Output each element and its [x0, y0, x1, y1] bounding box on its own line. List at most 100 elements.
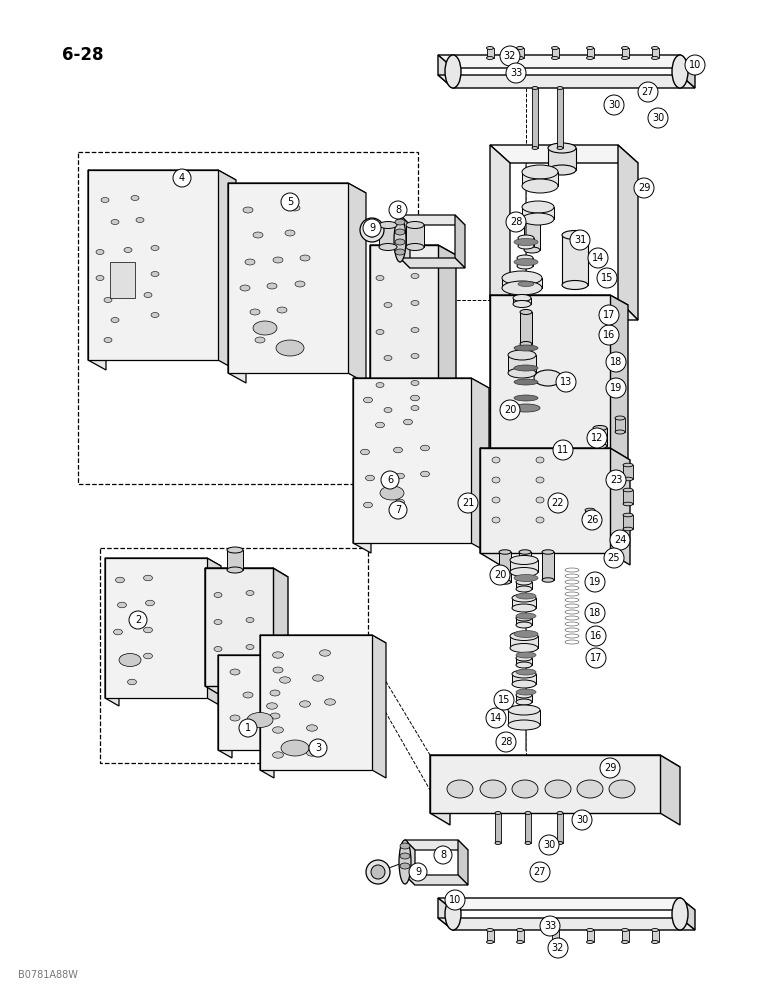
Ellipse shape	[508, 705, 540, 715]
Ellipse shape	[517, 255, 533, 261]
Text: 3: 3	[315, 743, 321, 753]
Ellipse shape	[144, 627, 153, 633]
Ellipse shape	[551, 940, 558, 944]
Polygon shape	[88, 170, 106, 370]
Ellipse shape	[116, 577, 124, 583]
Bar	[512, 674, 536, 684]
Circle shape	[600, 758, 620, 778]
Polygon shape	[438, 245, 456, 465]
Bar	[516, 930, 523, 942]
Circle shape	[173, 169, 191, 187]
Ellipse shape	[411, 406, 419, 410]
Ellipse shape	[516, 655, 532, 661]
Text: 10: 10	[449, 895, 461, 905]
Text: 6-28: 6-28	[62, 46, 103, 64]
Circle shape	[363, 219, 381, 237]
Circle shape	[486, 708, 506, 728]
Ellipse shape	[551, 928, 558, 932]
Text: 22: 22	[552, 498, 564, 508]
Ellipse shape	[652, 56, 659, 60]
Ellipse shape	[421, 471, 429, 477]
Text: 14: 14	[490, 713, 502, 723]
Ellipse shape	[273, 727, 283, 733]
Ellipse shape	[230, 669, 240, 675]
Ellipse shape	[512, 680, 536, 688]
Polygon shape	[205, 568, 288, 577]
Text: 32: 32	[552, 943, 564, 953]
Ellipse shape	[557, 87, 563, 90]
Bar	[525, 813, 531, 843]
Ellipse shape	[300, 701, 310, 707]
Text: 12: 12	[591, 433, 603, 443]
Polygon shape	[430, 755, 660, 813]
Polygon shape	[353, 378, 371, 553]
Polygon shape	[260, 635, 274, 778]
Polygon shape	[438, 55, 453, 88]
Ellipse shape	[502, 271, 542, 285]
Ellipse shape	[520, 342, 532, 347]
Circle shape	[582, 510, 602, 530]
Bar	[623, 490, 633, 504]
Ellipse shape	[512, 670, 536, 678]
Ellipse shape	[276, 340, 304, 356]
Ellipse shape	[96, 275, 104, 280]
Ellipse shape	[587, 928, 594, 932]
Ellipse shape	[246, 590, 254, 595]
Ellipse shape	[492, 497, 500, 503]
Bar	[516, 48, 523, 58]
Polygon shape	[400, 215, 410, 268]
Polygon shape	[618, 145, 638, 320]
Text: 27: 27	[533, 867, 547, 877]
Polygon shape	[218, 655, 232, 758]
Text: 24: 24	[614, 535, 626, 545]
Circle shape	[548, 938, 568, 958]
Bar	[551, 930, 558, 942]
Ellipse shape	[324, 699, 336, 705]
Ellipse shape	[652, 940, 659, 944]
Text: 4: 4	[179, 173, 185, 183]
Ellipse shape	[145, 600, 154, 606]
Polygon shape	[490, 295, 610, 525]
Polygon shape	[610, 448, 630, 565]
Ellipse shape	[652, 928, 659, 932]
Polygon shape	[260, 635, 372, 770]
Polygon shape	[400, 258, 465, 268]
Polygon shape	[490, 145, 510, 320]
Circle shape	[309, 739, 327, 757]
Ellipse shape	[214, 619, 222, 624]
Ellipse shape	[562, 280, 588, 290]
Ellipse shape	[516, 940, 523, 944]
Ellipse shape	[492, 457, 500, 463]
Ellipse shape	[285, 230, 295, 236]
Ellipse shape	[445, 898, 461, 930]
Ellipse shape	[400, 863, 410, 869]
Ellipse shape	[124, 247, 132, 252]
Text: 17: 17	[590, 653, 602, 663]
Polygon shape	[438, 75, 695, 88]
Text: 9: 9	[415, 867, 421, 877]
Ellipse shape	[623, 477, 633, 481]
Ellipse shape	[266, 703, 277, 709]
Ellipse shape	[395, 249, 405, 255]
Ellipse shape	[243, 207, 253, 213]
Ellipse shape	[375, 422, 384, 428]
Text: 31: 31	[574, 235, 586, 245]
Ellipse shape	[672, 898, 688, 930]
Polygon shape	[260, 635, 386, 643]
Ellipse shape	[119, 654, 141, 666]
Ellipse shape	[411, 300, 419, 306]
Ellipse shape	[250, 309, 260, 315]
Ellipse shape	[447, 780, 473, 798]
Bar	[623, 465, 633, 479]
Ellipse shape	[536, 497, 544, 503]
Polygon shape	[228, 183, 246, 383]
Text: 5: 5	[287, 197, 293, 207]
Ellipse shape	[270, 690, 280, 696]
Ellipse shape	[518, 235, 534, 241]
Bar	[623, 515, 633, 529]
Ellipse shape	[516, 662, 532, 668]
Ellipse shape	[525, 812, 531, 814]
Circle shape	[556, 372, 576, 392]
Ellipse shape	[120, 655, 130, 661]
Bar	[516, 582, 532, 589]
